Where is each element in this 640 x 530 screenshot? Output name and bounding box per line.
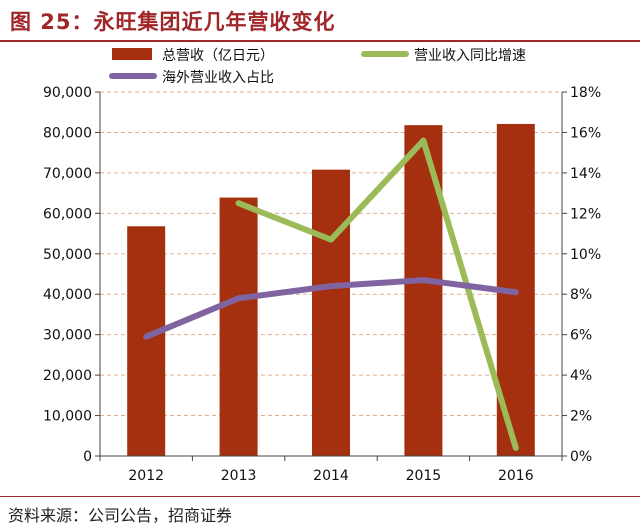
left-tick-labels: 0 10,000 20,000 30,000 40,000 50,000 60,000 70,…	[43, 85, 100, 465]
source-note: 资料来源：公司公告，招商证券	[8, 506, 233, 525]
left-tick-label: 0	[83, 449, 92, 465]
left-tick-label: 40,000	[43, 287, 92, 303]
legend-item: 营业收入同比增速	[361, 48, 526, 64]
left-tick-label: 30,000	[43, 328, 92, 344]
right-tick-label: 10%	[570, 247, 601, 263]
bar	[219, 197, 258, 456]
right-tick-label: 8%	[570, 287, 592, 303]
legend-label: 营业收入同比增速	[414, 48, 526, 64]
left-tick-label: 70,000	[43, 166, 92, 182]
left-tick-label: 60,000	[43, 206, 92, 222]
bar-series	[127, 123, 535, 457]
right-tick-labels: 0% 2% 4% 6% 8% 10% 12% 14% 16% 18%	[562, 85, 601, 465]
source-divider	[0, 496, 640, 497]
revenue-chart: 0 10,000 20,000 30,000 40,000 50,000 60,000 70,…	[43, 48, 601, 484]
legend-item: 海外营业收入占比	[109, 70, 274, 86]
line-series-overseas-share	[143, 277, 519, 340]
right-tick-label: 2%	[570, 409, 592, 425]
x-tick-labels: 2012 2013 2014 2015 2016	[99, 456, 563, 484]
left-tick-label: 90,000	[43, 85, 92, 101]
series-line	[235, 137, 519, 451]
figure-title: 图 25：永旺集团近几年营收变化	[10, 10, 336, 34]
x-tick-label: 2014	[313, 468, 349, 484]
x-tick-label: 2012	[128, 468, 164, 484]
right-tick-label: 18%	[570, 85, 601, 101]
right-tick-label: 4%	[570, 368, 592, 384]
figure-header: 图 25：永旺集团近几年营收变化	[0, 0, 640, 38]
right-tick-label: 6%	[570, 328, 592, 344]
legend-item: 总营收（亿日元）	[112, 48, 274, 64]
bar	[127, 226, 166, 456]
x-tick-label: 2013	[221, 468, 257, 484]
left-tick-label: 20,000	[43, 368, 92, 384]
left-tick-label: 10,000	[43, 409, 92, 425]
line-series-growth	[235, 137, 519, 451]
x-tick-label: 2015	[406, 468, 442, 484]
bar	[312, 169, 350, 457]
x-tick-label: 2016	[498, 468, 534, 484]
left-tick-label: 80,000	[43, 125, 92, 141]
title-divider	[0, 40, 640, 42]
right-tick-label: 12%	[570, 206, 601, 222]
right-tick-label: 16%	[570, 125, 601, 141]
legend-label: 海外营业收入占比	[162, 70, 274, 86]
right-tick-label: 14%	[570, 166, 601, 182]
legend-label: 总营收（亿日元）	[162, 48, 274, 64]
right-tick-label: 0%	[570, 449, 592, 465]
legend-swatch	[112, 48, 152, 60]
left-tick-label: 50,000	[43, 247, 92, 263]
